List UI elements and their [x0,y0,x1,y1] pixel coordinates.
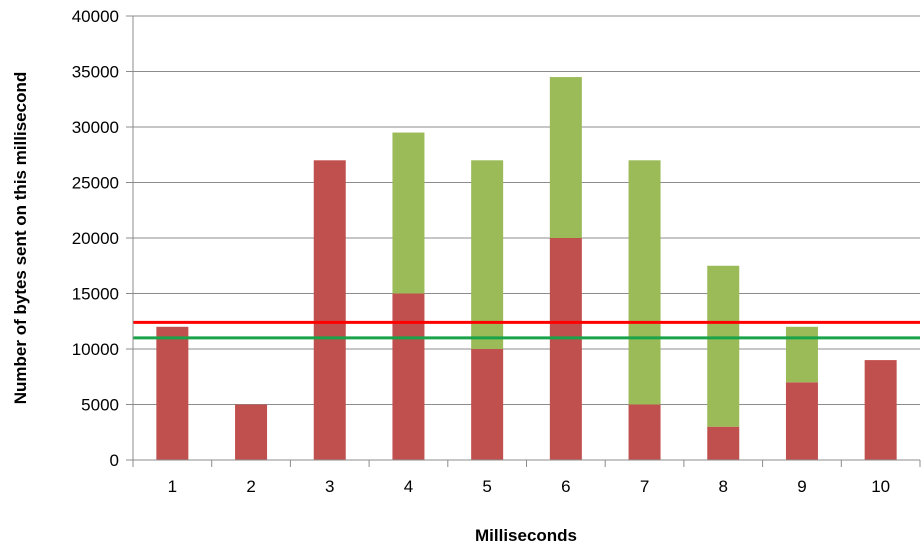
bar-segment-series-2 [392,132,425,294]
y-tick-label: 25000 [72,174,119,193]
axes [126,15,921,467]
x-tick-label: 4 [404,477,413,496]
bar-segment-series-1 [156,326,189,460]
y-tick-label: 40000 [72,7,119,26]
bar-segment-series-1 [313,160,346,461]
y-tick-label: 35000 [72,63,119,82]
y-tick-label: 10000 [72,340,119,359]
y-tick-label: 15000 [72,285,119,304]
bar-segment-series-2 [628,160,661,405]
x-tick-label: 9 [797,477,806,496]
x-tick-label: 8 [719,477,728,496]
reference-lines [133,320,920,340]
tick-labels: 0 5000 10000 15000 20000 25000 30000 35000 40000… [72,7,890,496]
y-tick-label: 0 [110,451,119,470]
y-tick-label: 5000 [81,396,119,415]
bar-segment-series-1 [471,349,504,460]
bar-segment-series-1 [707,426,740,460]
x-tick-label: 3 [325,477,334,496]
x-tick-label: 1 [168,477,177,496]
bar-segment-series-1 [628,404,661,460]
bar-segment-series-2 [549,77,582,238]
bar-segment-series-1 [392,293,425,460]
x-tick-label: 2 [246,477,255,496]
bar-segment-series-1 [235,404,268,460]
bar-segment-series-2 [471,160,504,349]
bar-segment-series-1 [864,360,897,460]
bar-segment-series-1 [549,238,582,460]
x-axis-title: Milliseconds [475,526,577,545]
y-tick-label: 30000 [72,118,119,137]
bar-segment-series-1 [785,382,818,460]
x-tick-label: 7 [640,477,649,496]
x-tick-label: 10 [871,477,890,496]
bars [156,77,897,461]
gridlines [133,15,920,405]
x-tick-label: 5 [482,477,491,496]
bar-segment-series-2 [707,265,740,427]
bar-segment-series-2 [785,326,818,383]
y-tick-label: 20000 [72,229,119,248]
y-axis-title: Number of bytes sent on this millisecond [11,72,30,405]
x-tick-label: 6 [561,477,570,496]
